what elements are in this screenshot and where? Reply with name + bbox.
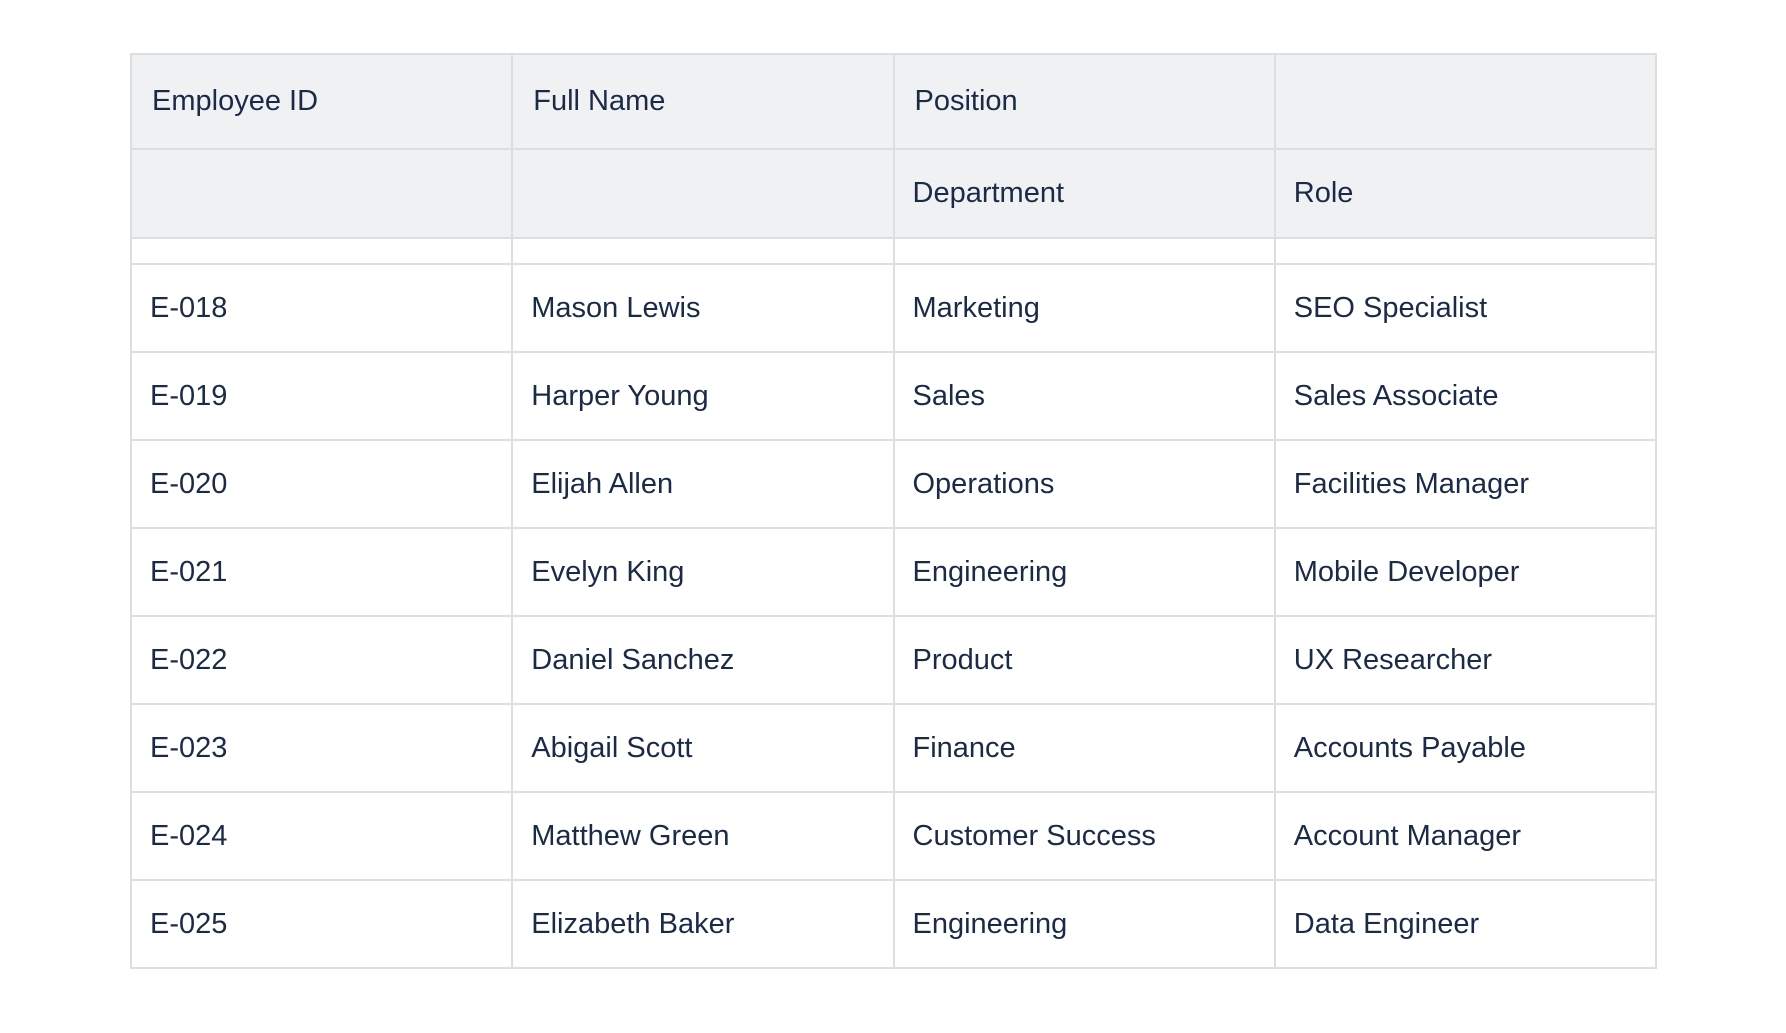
table-row[interactable]: E-024 Matthew Green Customer Success Accoun… [129, 791, 1658, 881]
cell-full-name: Abigail Scott [511, 703, 895, 793]
header-department[interactable]: Department [892, 148, 1276, 239]
cell-department: Product [892, 615, 1276, 705]
cell-employee-id: E-018 [129, 263, 514, 353]
cell-employee-id: E-022 [129, 615, 514, 705]
spacer-cell [129, 237, 514, 265]
cell-department: Sales [892, 351, 1276, 441]
table-row[interactable]: E-023 Abigail Scott Finance Accounts Payabl… [129, 703, 1658, 793]
header-empty [511, 148, 895, 239]
table-row[interactable]: E-021 Evelyn King Engineering Mobile Develo… [129, 527, 1658, 617]
cell-role: SEO Specialist [1273, 263, 1658, 353]
spacer-cell [511, 237, 895, 265]
cell-department: Finance [892, 703, 1276, 793]
cell-department: Customer Success [892, 791, 1276, 881]
cell-role: Account Manager [1273, 791, 1658, 881]
cell-full-name: Mason Lewis [511, 263, 895, 353]
cell-full-name: Evelyn King [511, 527, 895, 617]
cell-full-name: Matthew Green [511, 791, 895, 881]
cell-role: UX Researcher [1273, 615, 1658, 705]
header-empty [129, 148, 514, 239]
table-row[interactable]: E-020 Elijah Allen Operations Facilities Ma… [129, 439, 1658, 529]
cell-employee-id: E-023 [129, 703, 514, 793]
header-position[interactable]: Position [892, 53, 1276, 150]
cell-department: Engineering [892, 527, 1276, 617]
header-employee-id[interactable]: Employee ID [129, 53, 514, 150]
cell-role: Mobile Developer [1273, 527, 1658, 617]
header-row-sub: Department Role [129, 148, 1658, 239]
cell-department: Marketing [892, 263, 1276, 353]
header-empty [1273, 53, 1658, 150]
cell-employee-id: E-020 [129, 439, 514, 529]
table-row[interactable]: E-025 Elizabeth Baker Engineering Data Engi… [129, 879, 1658, 969]
table-row[interactable]: E-019 Harper Young Sales Sales Associate [129, 351, 1658, 441]
table-row[interactable]: E-022 Daniel Sanchez Product UX Researcher [129, 615, 1658, 705]
cell-department: Operations [892, 439, 1276, 529]
header-full-name[interactable]: Full Name [511, 53, 895, 150]
cell-department: Engineering [892, 879, 1276, 969]
spacer-row [129, 237, 1658, 265]
cell-full-name: Daniel Sanchez [511, 615, 895, 705]
cell-full-name: Elijah Allen [511, 439, 895, 529]
header-role[interactable]: Role [1273, 148, 1658, 239]
cell-full-name: Harper Young [511, 351, 895, 441]
header-row-top: Employee ID Full Name Position [129, 53, 1658, 150]
table-row[interactable]: E-018 Mason Lewis Marketing SEO Specialist [129, 263, 1658, 353]
cell-employee-id: E-021 [129, 527, 514, 617]
cell-employee-id: E-024 [129, 791, 514, 881]
spacer-cell [1273, 237, 1658, 265]
cell-employee-id: E-025 [129, 879, 514, 969]
spacer-cell [892, 237, 1276, 265]
employee-table: Employee ID Full Name Position Departmen… [129, 53, 1658, 969]
cell-role: Facilities Manager [1273, 439, 1658, 529]
cell-employee-id: E-019 [129, 351, 514, 441]
cell-full-name: Elizabeth Baker [511, 879, 895, 969]
cell-role: Sales Associate [1273, 351, 1658, 441]
cell-role: Accounts Payable [1273, 703, 1658, 793]
cell-role: Data Engineer [1273, 879, 1658, 969]
